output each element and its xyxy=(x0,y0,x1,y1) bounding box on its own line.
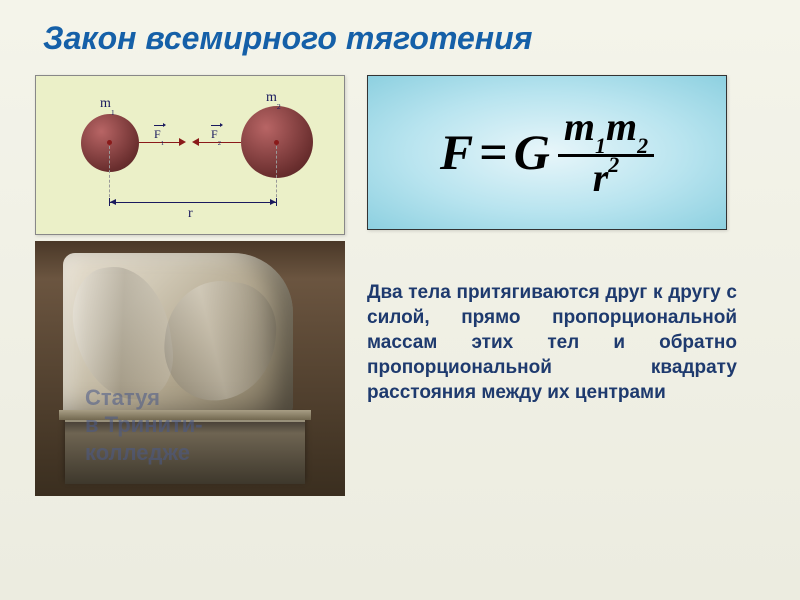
slide-title: Закон всемирного тяготения xyxy=(35,20,765,57)
distance-arrow-right xyxy=(270,199,276,205)
force2-label: F2 xyxy=(211,127,221,143)
gravitation-diagram: m1 m2 F1 F2 r xyxy=(35,75,345,235)
distance-arrow-left xyxy=(110,199,116,205)
statue-caption: Статуя в Тринити- колледже xyxy=(85,384,203,467)
center-dot-2 xyxy=(274,140,279,145)
mass1-label: m1 xyxy=(100,96,115,113)
formula-denominator: r2 xyxy=(593,157,620,197)
mass2-label: m2 xyxy=(266,90,281,107)
formula-numerator: m1m2 xyxy=(558,108,654,158)
gravitation-formula: F = G m1m2 r2 xyxy=(440,108,654,198)
force-arrowhead-1 xyxy=(179,138,186,146)
formula-equals: = xyxy=(479,123,508,181)
force1-label: F1 xyxy=(154,127,164,143)
formula-box: F = G m1m2 r2 xyxy=(367,75,727,230)
dashed-drop-2 xyxy=(276,146,277,202)
formula-lhs: F xyxy=(440,123,473,181)
formula-constant: G xyxy=(514,123,550,181)
force-arrowhead-2 xyxy=(192,138,199,146)
left-column: m1 m2 F1 F2 r Статуя в xyxy=(35,75,345,496)
dashed-drop-1 xyxy=(109,146,110,202)
formula-fraction: m1m2 r2 xyxy=(558,108,654,198)
law-statement-text: Два тела притягиваются друг к другу с си… xyxy=(367,280,737,405)
center-dot-1 xyxy=(107,140,112,145)
right-column: F = G m1m2 r2 Два тела притягиваются дру… xyxy=(367,75,765,496)
statue-image: Статуя в Тринити- колледже xyxy=(35,241,345,496)
distance-label: r xyxy=(188,206,193,222)
distance-cap-2 xyxy=(276,198,277,206)
distance-line xyxy=(109,202,277,203)
content-area: m1 m2 F1 F2 r Статуя в xyxy=(35,75,765,496)
